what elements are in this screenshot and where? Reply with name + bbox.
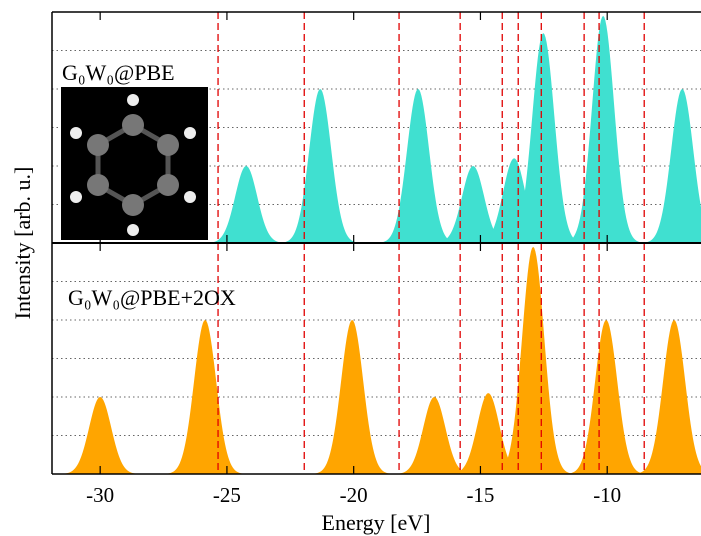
panel-label: G₀W₀@PBE [62, 60, 175, 85]
x-tick-label: -15 [466, 483, 494, 507]
x-tick-label: -25 [213, 483, 241, 507]
plot-area [52, 15, 701, 474]
peak [423, 166, 523, 243]
panel-label: G₀W₀@PBE+2OX [68, 285, 236, 310]
peak [155, 320, 255, 474]
x-tick-label: -10 [593, 483, 621, 507]
peak [302, 320, 402, 474]
peak [384, 397, 484, 474]
peak [632, 89, 701, 243]
peak [483, 246, 583, 474]
peak [196, 166, 296, 243]
peak [493, 33, 593, 244]
peak [553, 15, 653, 243]
x-tick-label: -30 [86, 483, 114, 507]
peak [438, 393, 538, 474]
y-axis-label: Intensity [arb. u.] [10, 167, 35, 320]
x-tick-label: -20 [340, 483, 368, 507]
inset-molecule [61, 87, 208, 240]
x-axis-label: Energy [eV] [322, 510, 431, 535]
peak [624, 320, 701, 474]
axes [51, 11, 701, 475]
peak [270, 89, 370, 243]
peak [464, 158, 564, 243]
peak [368, 89, 468, 243]
peak [52, 397, 150, 474]
peak [556, 320, 656, 474]
